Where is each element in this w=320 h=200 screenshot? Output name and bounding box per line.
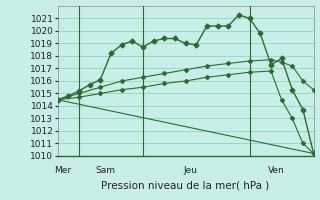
Text: Pression niveau de la mer( hPa ): Pression niveau de la mer( hPa ) bbox=[101, 181, 270, 191]
Text: Ven: Ven bbox=[268, 166, 285, 175]
Text: Jeu: Jeu bbox=[184, 166, 198, 175]
Text: Mer: Mer bbox=[54, 166, 71, 175]
Text: Sam: Sam bbox=[96, 166, 116, 175]
